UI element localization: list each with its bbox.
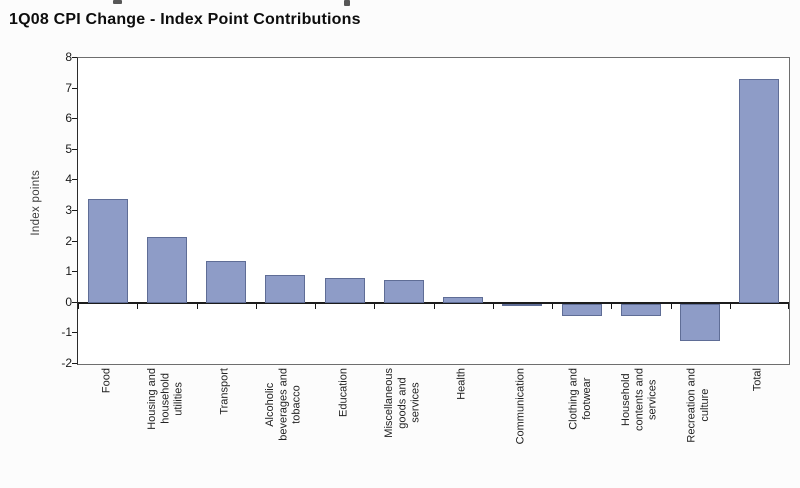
- x-label-cell-communication: Communication: [492, 368, 551, 486]
- bar-clothing-and-footwear: [561, 303, 602, 317]
- category-tick: [137, 303, 138, 309]
- category-tick: [434, 303, 435, 309]
- bar-household-contents-and-services: [620, 303, 661, 317]
- x-label-total: Total: [751, 368, 764, 392]
- bar-food: [87, 198, 128, 303]
- y-tick-label-6: 6: [65, 111, 72, 126]
- y-tick-mark-5: [72, 148, 77, 150]
- category-tick: [256, 303, 257, 309]
- y-tick-mark-6: [72, 118, 77, 120]
- y-tick-label-0: 0: [65, 294, 72, 309]
- x-label-cell-education: Education: [314, 368, 373, 486]
- category-tick: [730, 303, 731, 309]
- y-tick-label-1: 1: [65, 264, 72, 279]
- bar-education: [324, 278, 365, 303]
- x-label-communication: Communication: [514, 368, 527, 445]
- category-tick: [611, 303, 612, 309]
- y-tick-label--1: -1: [61, 325, 72, 340]
- x-label-cell-transport: Transport: [196, 368, 255, 486]
- y-tick-label-3: 3: [65, 203, 72, 217]
- y-tick-label-8: 8: [65, 50, 72, 64]
- category-tick: [552, 303, 553, 309]
- x-label-cell-food: Food: [77, 368, 136, 486]
- x-label-miscellaneous-goods-and-services: Miscellaneous goods and services: [382, 368, 422, 438]
- y-tick-mark-2: [72, 240, 77, 242]
- x-label-cell-miscellaneous-goods-and-services: Miscellaneous goods and services: [373, 368, 432, 486]
- y-tick-mark-0: [72, 301, 77, 303]
- bar-transport: [206, 261, 247, 303]
- category-tick: [788, 303, 789, 309]
- x-label-clothing-and-footwear: Clothing and footwear: [567, 368, 593, 430]
- x-label-food: Food: [99, 368, 112, 394]
- x-label-cell-health: Health: [433, 368, 492, 486]
- bar-alcoholic-beverages-and-tobacco: [265, 275, 306, 303]
- x-label-cell-household-contents-and-services: Household contents and services: [610, 368, 669, 486]
- x-label-cell-clothing-and-footwear: Clothing and footwear: [551, 368, 610, 486]
- y-tick-mark-3: [72, 210, 77, 211]
- x-axis-labels: Food Housing and household utilities Trans…: [77, 368, 788, 486]
- y-tick-mark-7: [72, 87, 77, 89]
- y-tick-mark-1: [72, 271, 77, 273]
- y-tick-label-5: 5: [65, 141, 72, 156]
- chart-title: 1Q08 CPI Change - Index Point Contributi…: [9, 11, 361, 28]
- bar-health: [443, 296, 484, 303]
- category-tick: [671, 303, 672, 309]
- plot-area: [77, 57, 790, 365]
- bar-total: [739, 79, 780, 303]
- x-label-cell-housing-and-household-utilities: Housing and household utilities: [136, 368, 195, 486]
- x-label-household-contents-and-services: Household contents and services: [619, 368, 659, 431]
- x-label-alcoholic-beverages-and-tobacco: Alcoholic beverages and tobacco: [264, 368, 304, 441]
- category-tick: [78, 303, 79, 309]
- cropped-text-artifact: [344, 0, 350, 6]
- y-tick-label--2: -2: [61, 356, 72, 370]
- category-tick: [315, 303, 316, 309]
- bar-recreation-and-culture: [680, 303, 721, 341]
- x-label-cell-recreation-and-culture: Recreation and culture: [670, 368, 729, 486]
- x-label-health: Health: [455, 368, 468, 400]
- y-tick-mark--1: [72, 332, 77, 334]
- category-tick: [197, 303, 198, 309]
- y-tick-mark-4: [72, 179, 77, 181]
- x-label-cell-total: Total: [729, 368, 788, 486]
- y-tick-label-4: 4: [65, 172, 72, 187]
- bar-miscellaneous-goods-and-services: [383, 279, 424, 303]
- category-tick: [493, 303, 494, 309]
- y-tick-label-7: 7: [65, 80, 72, 95]
- y-tick-mark-8: [72, 57, 77, 58]
- x-label-cell-alcoholic-beverages-and-tobacco: Alcoholic beverages and tobacco: [255, 368, 314, 486]
- x-label-housing-and-household-utilities: Housing and household utilities: [145, 368, 185, 430]
- y-tick-mark--2: [72, 363, 77, 364]
- zero-baseline: [78, 301, 789, 304]
- x-label-recreation-and-culture: Recreation and culture: [685, 368, 712, 443]
- cropped-text-artifact: [113, 0, 122, 4]
- x-label-transport: Transport: [218, 368, 231, 415]
- bar-communication: [502, 303, 543, 306]
- category-tick: [374, 303, 375, 309]
- y-tick-label-2: 2: [65, 233, 72, 248]
- x-label-education: Education: [336, 368, 349, 417]
- bar-housing-and-household-utilities: [146, 237, 187, 303]
